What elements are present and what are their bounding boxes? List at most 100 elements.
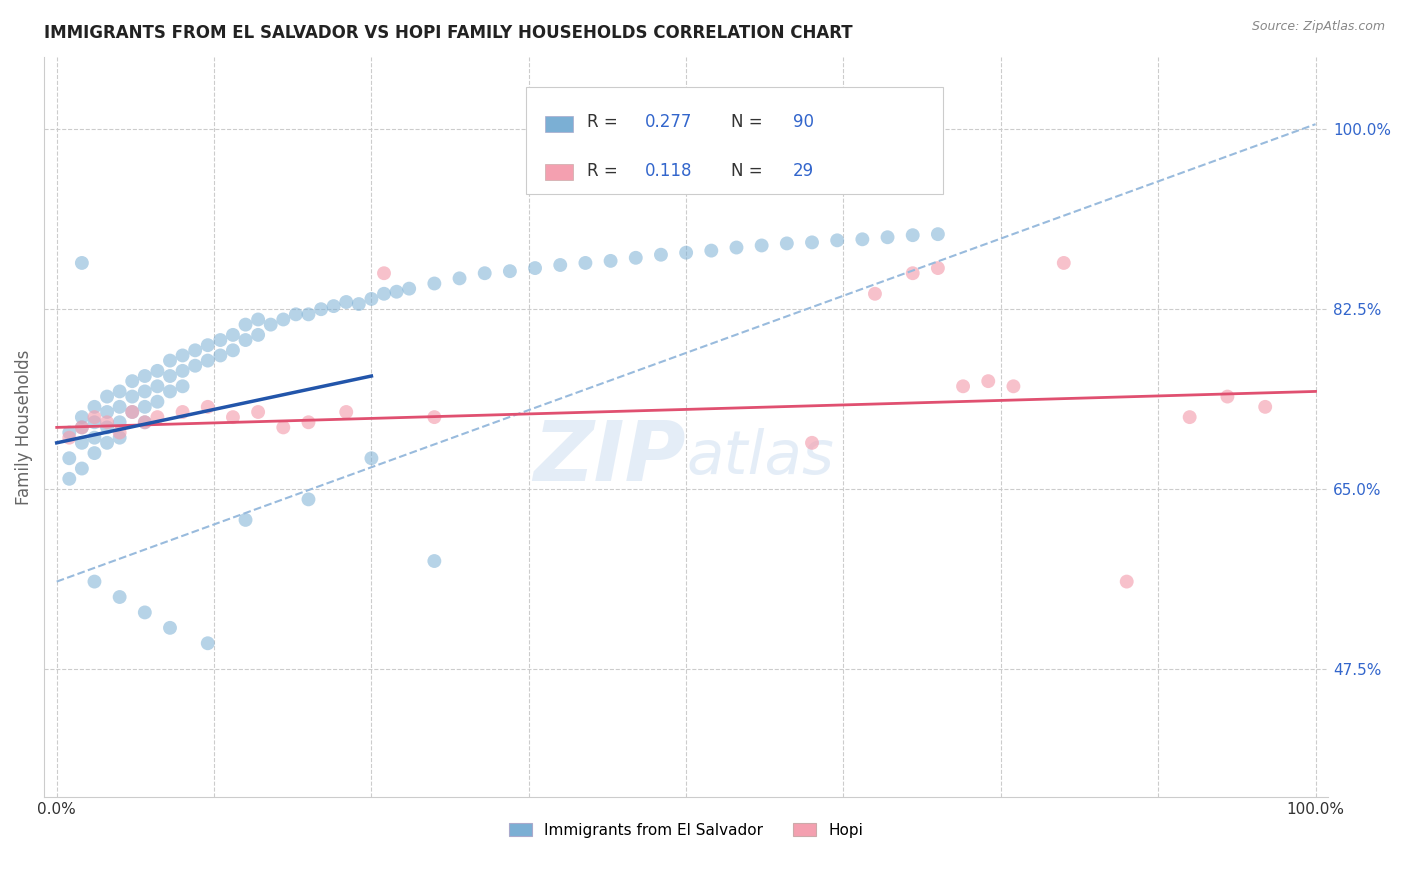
Point xyxy=(247,327,270,342)
Point xyxy=(284,307,307,321)
Point xyxy=(901,266,924,280)
Point xyxy=(235,513,257,527)
Point xyxy=(172,348,194,362)
Point xyxy=(134,415,156,429)
Point xyxy=(700,244,723,258)
Point xyxy=(172,405,194,419)
Text: Source: ZipAtlas.com: Source: ZipAtlas.com xyxy=(1251,20,1385,33)
Point xyxy=(96,390,118,404)
Point xyxy=(146,364,169,378)
Point xyxy=(297,492,319,507)
Point xyxy=(423,277,446,291)
Point xyxy=(108,384,131,399)
Point xyxy=(108,415,131,429)
Point xyxy=(96,435,118,450)
Point xyxy=(260,318,283,332)
Point xyxy=(1254,400,1277,414)
Point xyxy=(801,235,824,250)
Text: 0.118: 0.118 xyxy=(645,161,693,179)
Point xyxy=(58,451,80,466)
Point xyxy=(624,251,647,265)
Point xyxy=(121,390,143,404)
Point xyxy=(235,318,257,332)
FancyBboxPatch shape xyxy=(526,87,943,194)
Point xyxy=(650,248,672,262)
Point xyxy=(108,425,131,440)
Point xyxy=(1216,390,1239,404)
Point xyxy=(247,312,270,326)
Point xyxy=(952,379,974,393)
Point xyxy=(271,312,294,326)
Point xyxy=(184,359,207,373)
Point xyxy=(235,333,257,347)
Point xyxy=(863,286,886,301)
Legend: Immigrants from El Salvador, Hopi: Immigrants from El Salvador, Hopi xyxy=(501,815,872,846)
Point xyxy=(449,271,471,285)
Point xyxy=(423,410,446,425)
Point xyxy=(159,369,181,384)
Point xyxy=(360,451,382,466)
Text: ZIP: ZIP xyxy=(533,417,686,498)
Point xyxy=(373,266,395,280)
Point xyxy=(901,228,924,243)
Point xyxy=(83,574,105,589)
Text: R =: R = xyxy=(588,113,623,131)
Point xyxy=(146,410,169,425)
Point xyxy=(121,374,143,388)
Point xyxy=(146,394,169,409)
Point xyxy=(184,343,207,358)
Y-axis label: Family Households: Family Households xyxy=(15,350,32,505)
Point xyxy=(134,369,156,384)
Point xyxy=(70,420,93,434)
Point xyxy=(335,295,357,310)
Point xyxy=(70,461,93,475)
Point xyxy=(134,606,156,620)
Point xyxy=(574,256,596,270)
Point xyxy=(197,353,219,368)
Point xyxy=(675,245,697,260)
Point xyxy=(373,286,395,301)
Point xyxy=(209,348,232,362)
Point xyxy=(801,435,824,450)
Point xyxy=(524,261,547,276)
Point xyxy=(423,554,446,568)
Text: 29: 29 xyxy=(793,161,814,179)
Point xyxy=(1115,574,1137,589)
Point xyxy=(322,299,344,313)
Point xyxy=(83,400,105,414)
Point xyxy=(159,621,181,635)
Point xyxy=(70,435,93,450)
Text: N =: N = xyxy=(731,113,768,131)
Point xyxy=(825,233,848,247)
Point xyxy=(58,425,80,440)
Point xyxy=(121,405,143,419)
Point xyxy=(360,292,382,306)
Text: IMMIGRANTS FROM EL SALVADOR VS HOPI FAMILY HOUSEHOLDS CORRELATION CHART: IMMIGRANTS FROM EL SALVADOR VS HOPI FAMI… xyxy=(44,24,852,42)
Point xyxy=(271,420,294,434)
Point xyxy=(309,302,332,317)
Point xyxy=(222,327,245,342)
Text: 90: 90 xyxy=(793,113,814,131)
Point xyxy=(751,238,773,252)
Point xyxy=(1053,256,1076,270)
Point xyxy=(725,240,748,254)
Point xyxy=(398,282,420,296)
Point xyxy=(159,384,181,399)
Point xyxy=(297,307,319,321)
Text: R =: R = xyxy=(588,161,623,179)
Point xyxy=(172,364,194,378)
Point xyxy=(108,400,131,414)
Point xyxy=(1178,410,1201,425)
Text: atlas: atlas xyxy=(686,427,834,486)
Point xyxy=(347,297,370,311)
Point xyxy=(499,264,522,278)
Point xyxy=(927,261,949,276)
Point xyxy=(134,400,156,414)
Point xyxy=(108,590,131,604)
Point xyxy=(83,446,105,460)
Point xyxy=(96,405,118,419)
Point xyxy=(222,410,245,425)
Point xyxy=(96,420,118,434)
Point xyxy=(599,253,621,268)
Point xyxy=(83,415,105,429)
